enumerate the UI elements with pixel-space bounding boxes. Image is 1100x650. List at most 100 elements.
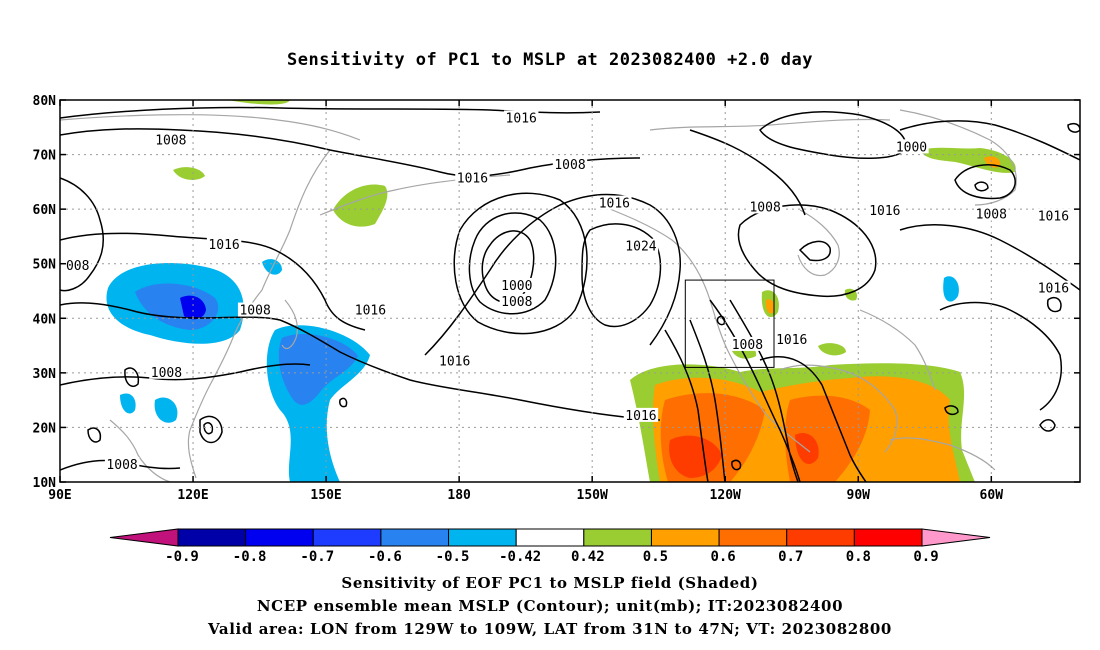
contour-line: [664, 329, 709, 482]
lat-tick-label: 80N: [33, 94, 57, 109]
positive-red-1: [669, 435, 722, 478]
graticule: [60, 100, 1080, 482]
contour-label: 1000: [894, 139, 929, 155]
positive-arctic-1: [228, 100, 290, 105]
valid-area-box: [684, 279, 775, 368]
contour-line: [689, 319, 726, 482]
contour-label: 1000: [499, 277, 534, 294]
contour-label: 1016: [353, 302, 388, 319]
colorbar-label: -0.8: [233, 549, 267, 565]
colorbar-bin: [515, 528, 585, 547]
contour-line: [1046, 296, 1062, 313]
contour-label-text: 1008: [976, 208, 1007, 223]
positive-alaska: [333, 184, 388, 227]
contour-line: [453, 192, 588, 335]
contour-label-text: 1008: [155, 133, 186, 148]
contour-label: 1016: [455, 170, 490, 186]
contour-label-bg: [499, 277, 534, 292]
contour-label-text: 1016: [1038, 210, 1069, 225]
contour-label-bg: [894, 139, 929, 154]
contour-line: [759, 111, 907, 160]
contour-label-bg: [867, 203, 903, 218]
coastline-north-america-west: [599, 204, 811, 453]
colorbar-bin: [718, 528, 788, 547]
lat-tick-label: 70N: [33, 149, 57, 164]
lon-tick-label: 90E: [48, 488, 71, 503]
colorbar-bin: [245, 528, 314, 547]
contour-label: 1008: [104, 456, 140, 473]
lon-tick-label: 120E: [177, 488, 208, 503]
colorbar-bin: [177, 528, 247, 547]
lat-tick-label: 40N: [33, 312, 57, 327]
contour-label: 1008: [237, 302, 273, 319]
coastline-greenland: [899, 109, 1017, 206]
contour-label-bg: [499, 293, 534, 308]
colorbar-bin: [448, 528, 517, 547]
contour-label-bg: [64, 257, 92, 272]
contour-label-bg: [437, 353, 472, 368]
contour-line: [716, 315, 726, 326]
colorbar-min-arrow: [109, 528, 179, 547]
contour-label: 1016: [1036, 280, 1071, 297]
positive-red-2: [795, 432, 819, 465]
contour-label: 1008: [552, 156, 588, 173]
contour-label-bg: [623, 238, 659, 253]
coastline-arctic-canada: [649, 118, 891, 131]
contour-label-bg: [552, 156, 588, 171]
plot-title: Sensitivity of PC1 to MSLP at 2023082400…: [286, 50, 813, 70]
contour-line: [1039, 419, 1056, 432]
contour-label-text: 1000: [896, 140, 927, 155]
contour-line: [899, 224, 1080, 291]
contour-label-text: 1000: [501, 279, 532, 294]
colorbar-label: -0.9: [165, 549, 199, 565]
contour-label-bg: [206, 237, 242, 252]
negative-small-1: [120, 393, 136, 414]
contour-label-bg: [623, 407, 659, 422]
contour-label-text: 1008: [732, 338, 763, 353]
contour-label: 1008: [974, 206, 1009, 223]
contour-label: 1016: [774, 332, 809, 348]
negative-peak-asia: [180, 295, 206, 320]
contour-label: 1008: [149, 364, 184, 381]
contour-line: [974, 181, 989, 192]
contour-line: [60, 232, 366, 331]
contour-line: [954, 164, 1016, 200]
contour-label-text: 1016: [506, 111, 537, 126]
colorbar-label: -0.7: [300, 549, 334, 565]
contour-label: 1008: [499, 293, 534, 310]
caption-shading: Sensitivity of EOF PC1 to MSLP field (Sh…: [341, 574, 759, 592]
colorbar-label: -0.5: [436, 549, 470, 565]
colorbar-label: 0.5: [643, 549, 668, 565]
contour-label-bg: [597, 195, 632, 210]
contour-line: [60, 128, 641, 177]
contour-label-text: 1016: [355, 304, 386, 319]
coastline-southeast-asia: [109, 419, 171, 482]
contour-label-text: 1008: [501, 295, 532, 310]
contour-line: [1067, 122, 1080, 133]
colorbar-label: 0.6: [710, 549, 735, 565]
contour-line: [581, 223, 662, 328]
colorbar-max-arrow: [921, 528, 991, 547]
lat-tick-label: 50N: [33, 258, 57, 273]
colorbar-bin: [853, 528, 923, 547]
contour-label-bg: [237, 302, 273, 317]
contour-line: [60, 302, 661, 421]
contour-label-bg: [774, 332, 809, 347]
contour-label-text: 1024: [625, 240, 656, 255]
contour-label: 008: [64, 257, 92, 274]
contour-line: [729, 299, 799, 482]
contour-line: [199, 415, 223, 444]
contour-label: 1016: [867, 203, 903, 219]
colorbar-bin: [786, 528, 855, 547]
contour-label: 1024: [623, 238, 659, 255]
colorbar-label: 0.42: [571, 549, 605, 565]
coastline-east-asia: [187, 149, 331, 479]
contour-label: 1008: [153, 132, 189, 148]
colorbar-label: -0.42: [499, 549, 541, 565]
negative-small-4: [943, 276, 959, 302]
contour-label: 1016: [206, 237, 242, 253]
lon-tick-label: 150W: [577, 488, 608, 503]
contour-line: [689, 129, 806, 216]
